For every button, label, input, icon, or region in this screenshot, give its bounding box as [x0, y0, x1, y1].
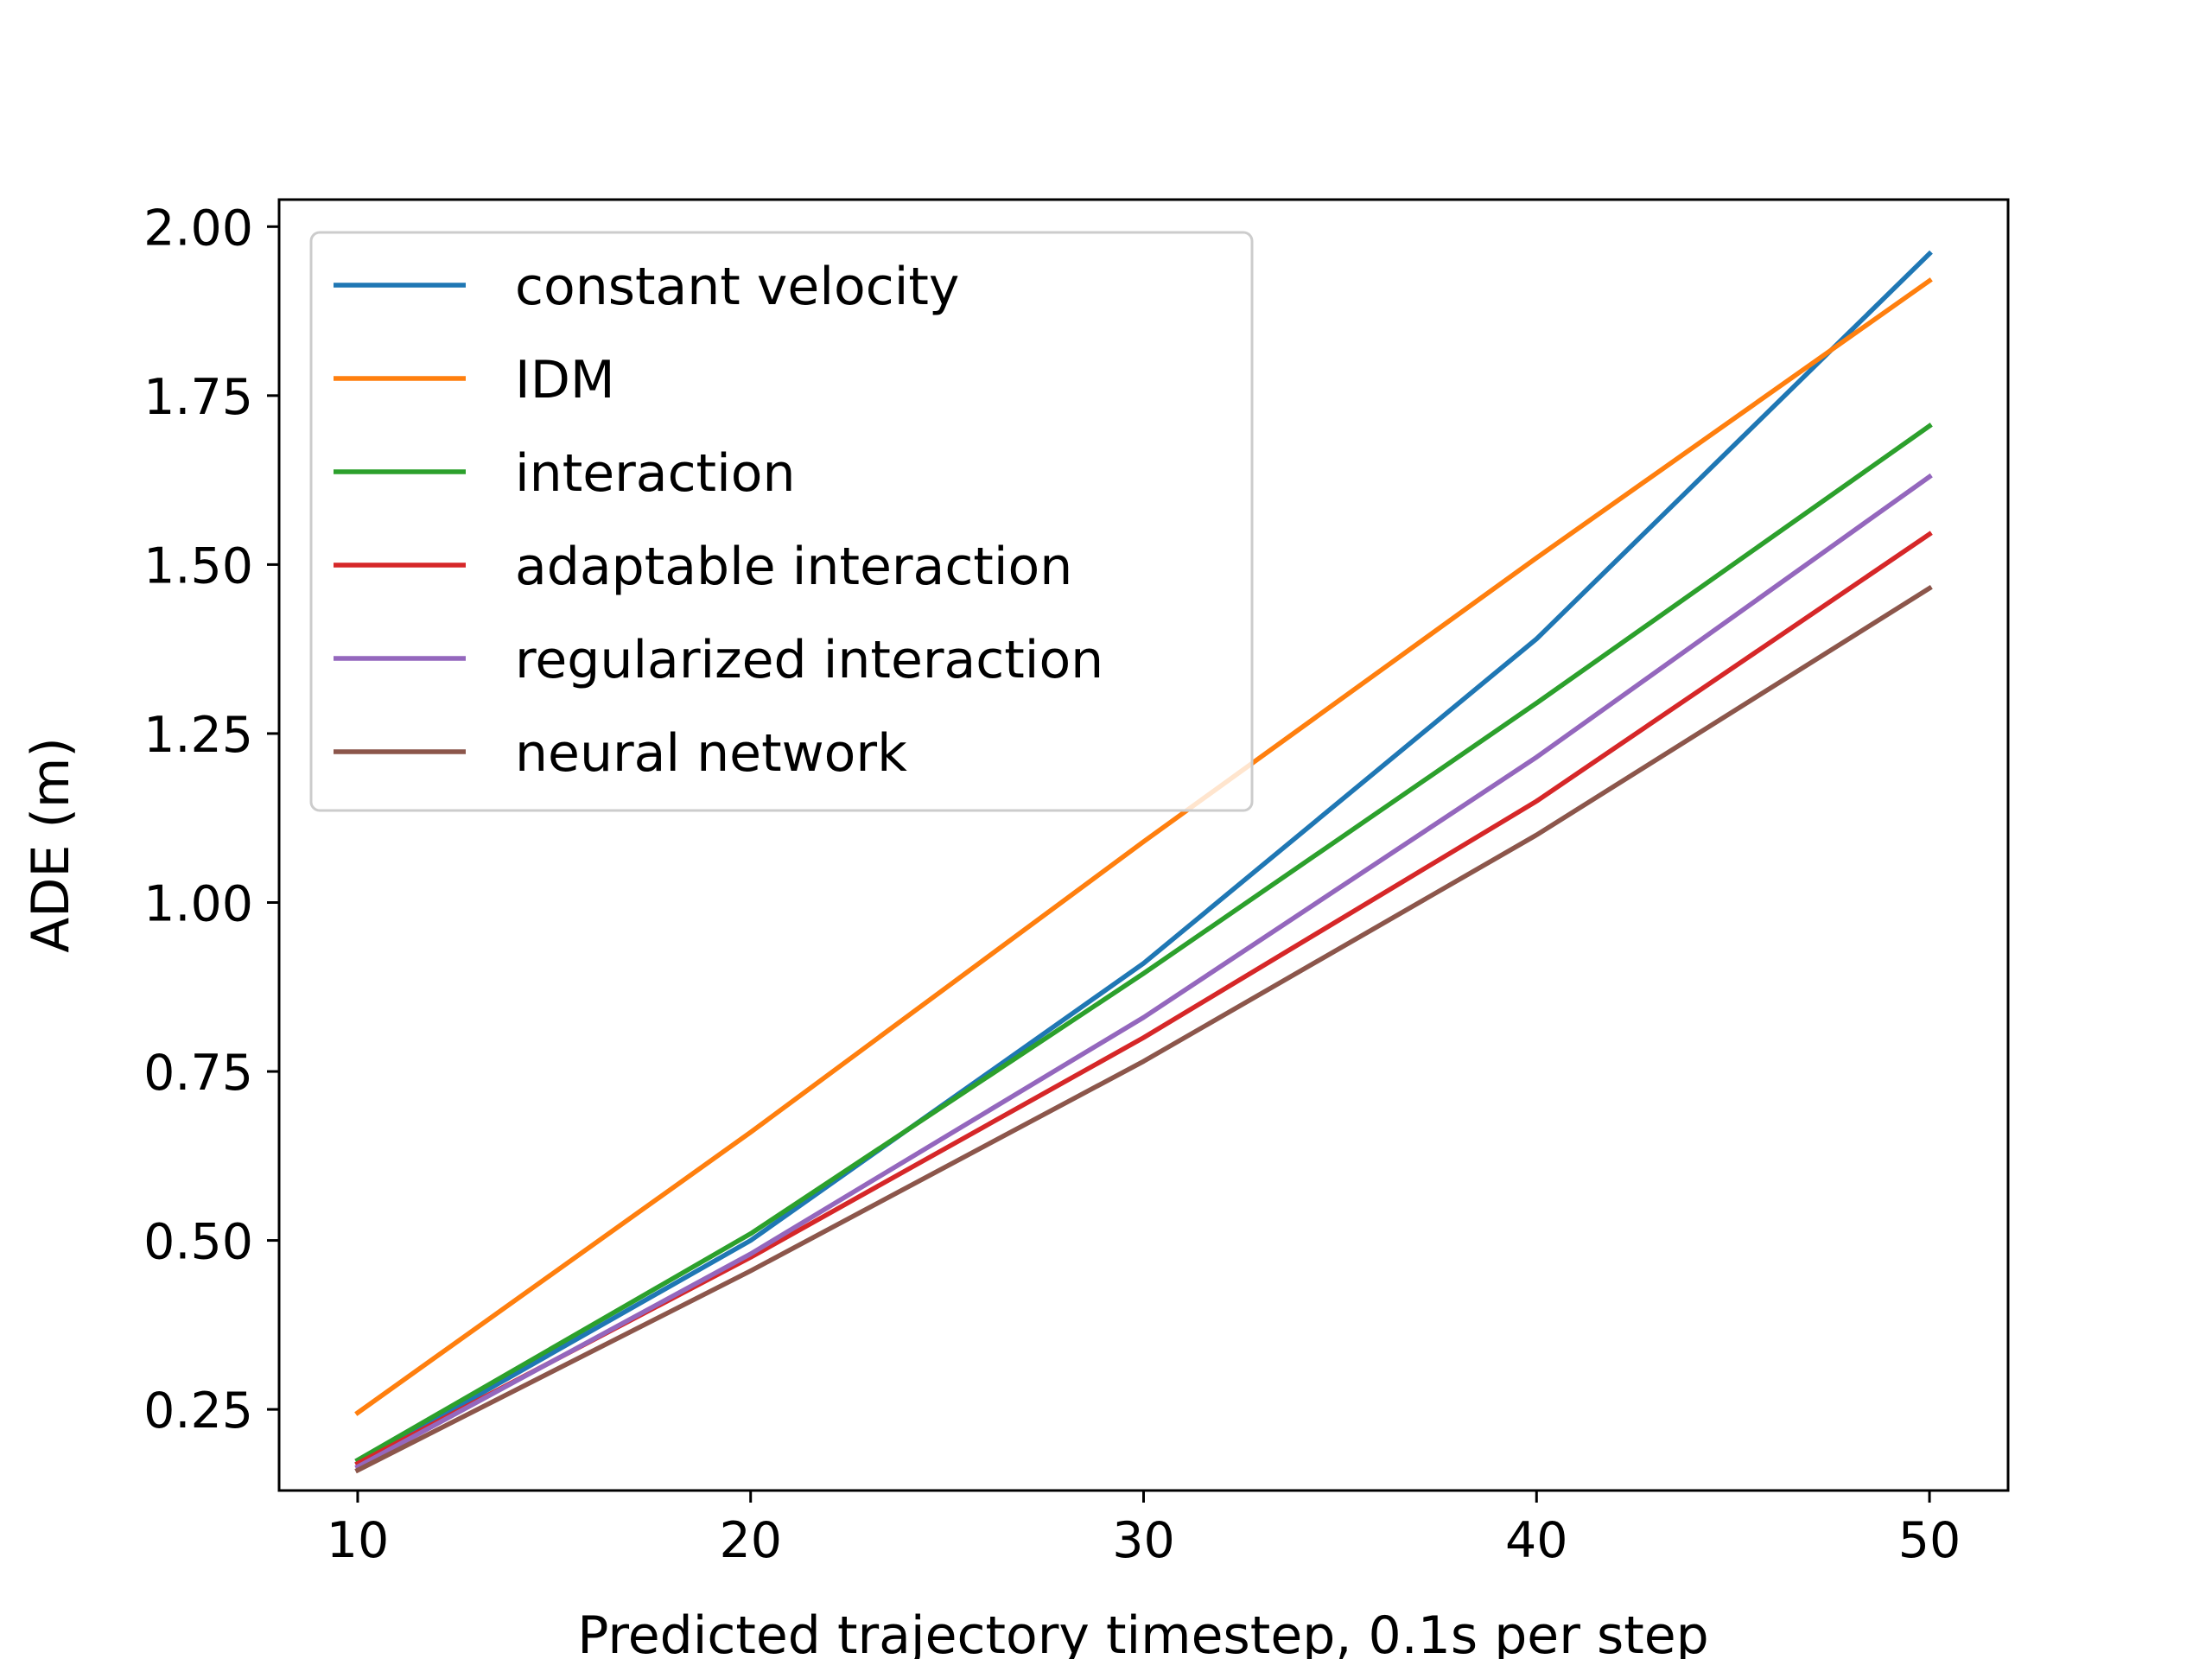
y-axis: 0.25 0.50 0.75 1.00 1.25 1.50 1.75 2.00 — [143, 200, 279, 1440]
legend-label: regularized interaction — [515, 630, 1103, 690]
series-line-3 — [354, 423, 1933, 1464]
y-axis-label: ADE (m) — [21, 737, 81, 953]
y-tick-label: 1.75 — [143, 369, 253, 426]
x-axis-label: Predicted trajectory timestep, 0.1s per … — [577, 1605, 1709, 1659]
legend-label: neural network — [515, 723, 907, 784]
legend-label: adaptable interaction — [515, 537, 1072, 597]
y-tick-label: 1.00 — [143, 875, 253, 932]
series-line-6 — [354, 585, 1933, 1474]
y-tick-label: 1.25 — [143, 707, 253, 764]
legend-label: IDM — [515, 350, 615, 410]
legend-label: constant velocity — [515, 257, 959, 317]
x-tick-label: 30 — [1112, 1512, 1175, 1569]
x-tick-label: 40 — [1505, 1512, 1568, 1569]
series-line-2 — [354, 277, 1933, 1416]
x-tick-label: 20 — [719, 1512, 782, 1569]
y-tick-label: 0.50 — [143, 1214, 253, 1271]
series-layer — [354, 250, 1933, 1474]
series-line-5 — [354, 473, 1933, 1471]
x-axis: 10 20 30 40 50 — [327, 1491, 1961, 1569]
legend: constant velocity IDM interaction adaptable… — [309, 231, 1254, 812]
x-tick-label: 10 — [327, 1512, 390, 1569]
y-tick-label: 1.50 — [143, 537, 253, 594]
legend-box — [309, 231, 1254, 812]
x-tick-label: 50 — [1898, 1512, 1961, 1569]
series-line-1 — [354, 250, 1933, 1467]
legend-label: interaction — [515, 443, 796, 504]
y-tick-label: 0.25 — [143, 1382, 253, 1440]
y-tick-label: 0.75 — [143, 1045, 253, 1102]
y-tick-label: 2.00 — [143, 200, 253, 257]
